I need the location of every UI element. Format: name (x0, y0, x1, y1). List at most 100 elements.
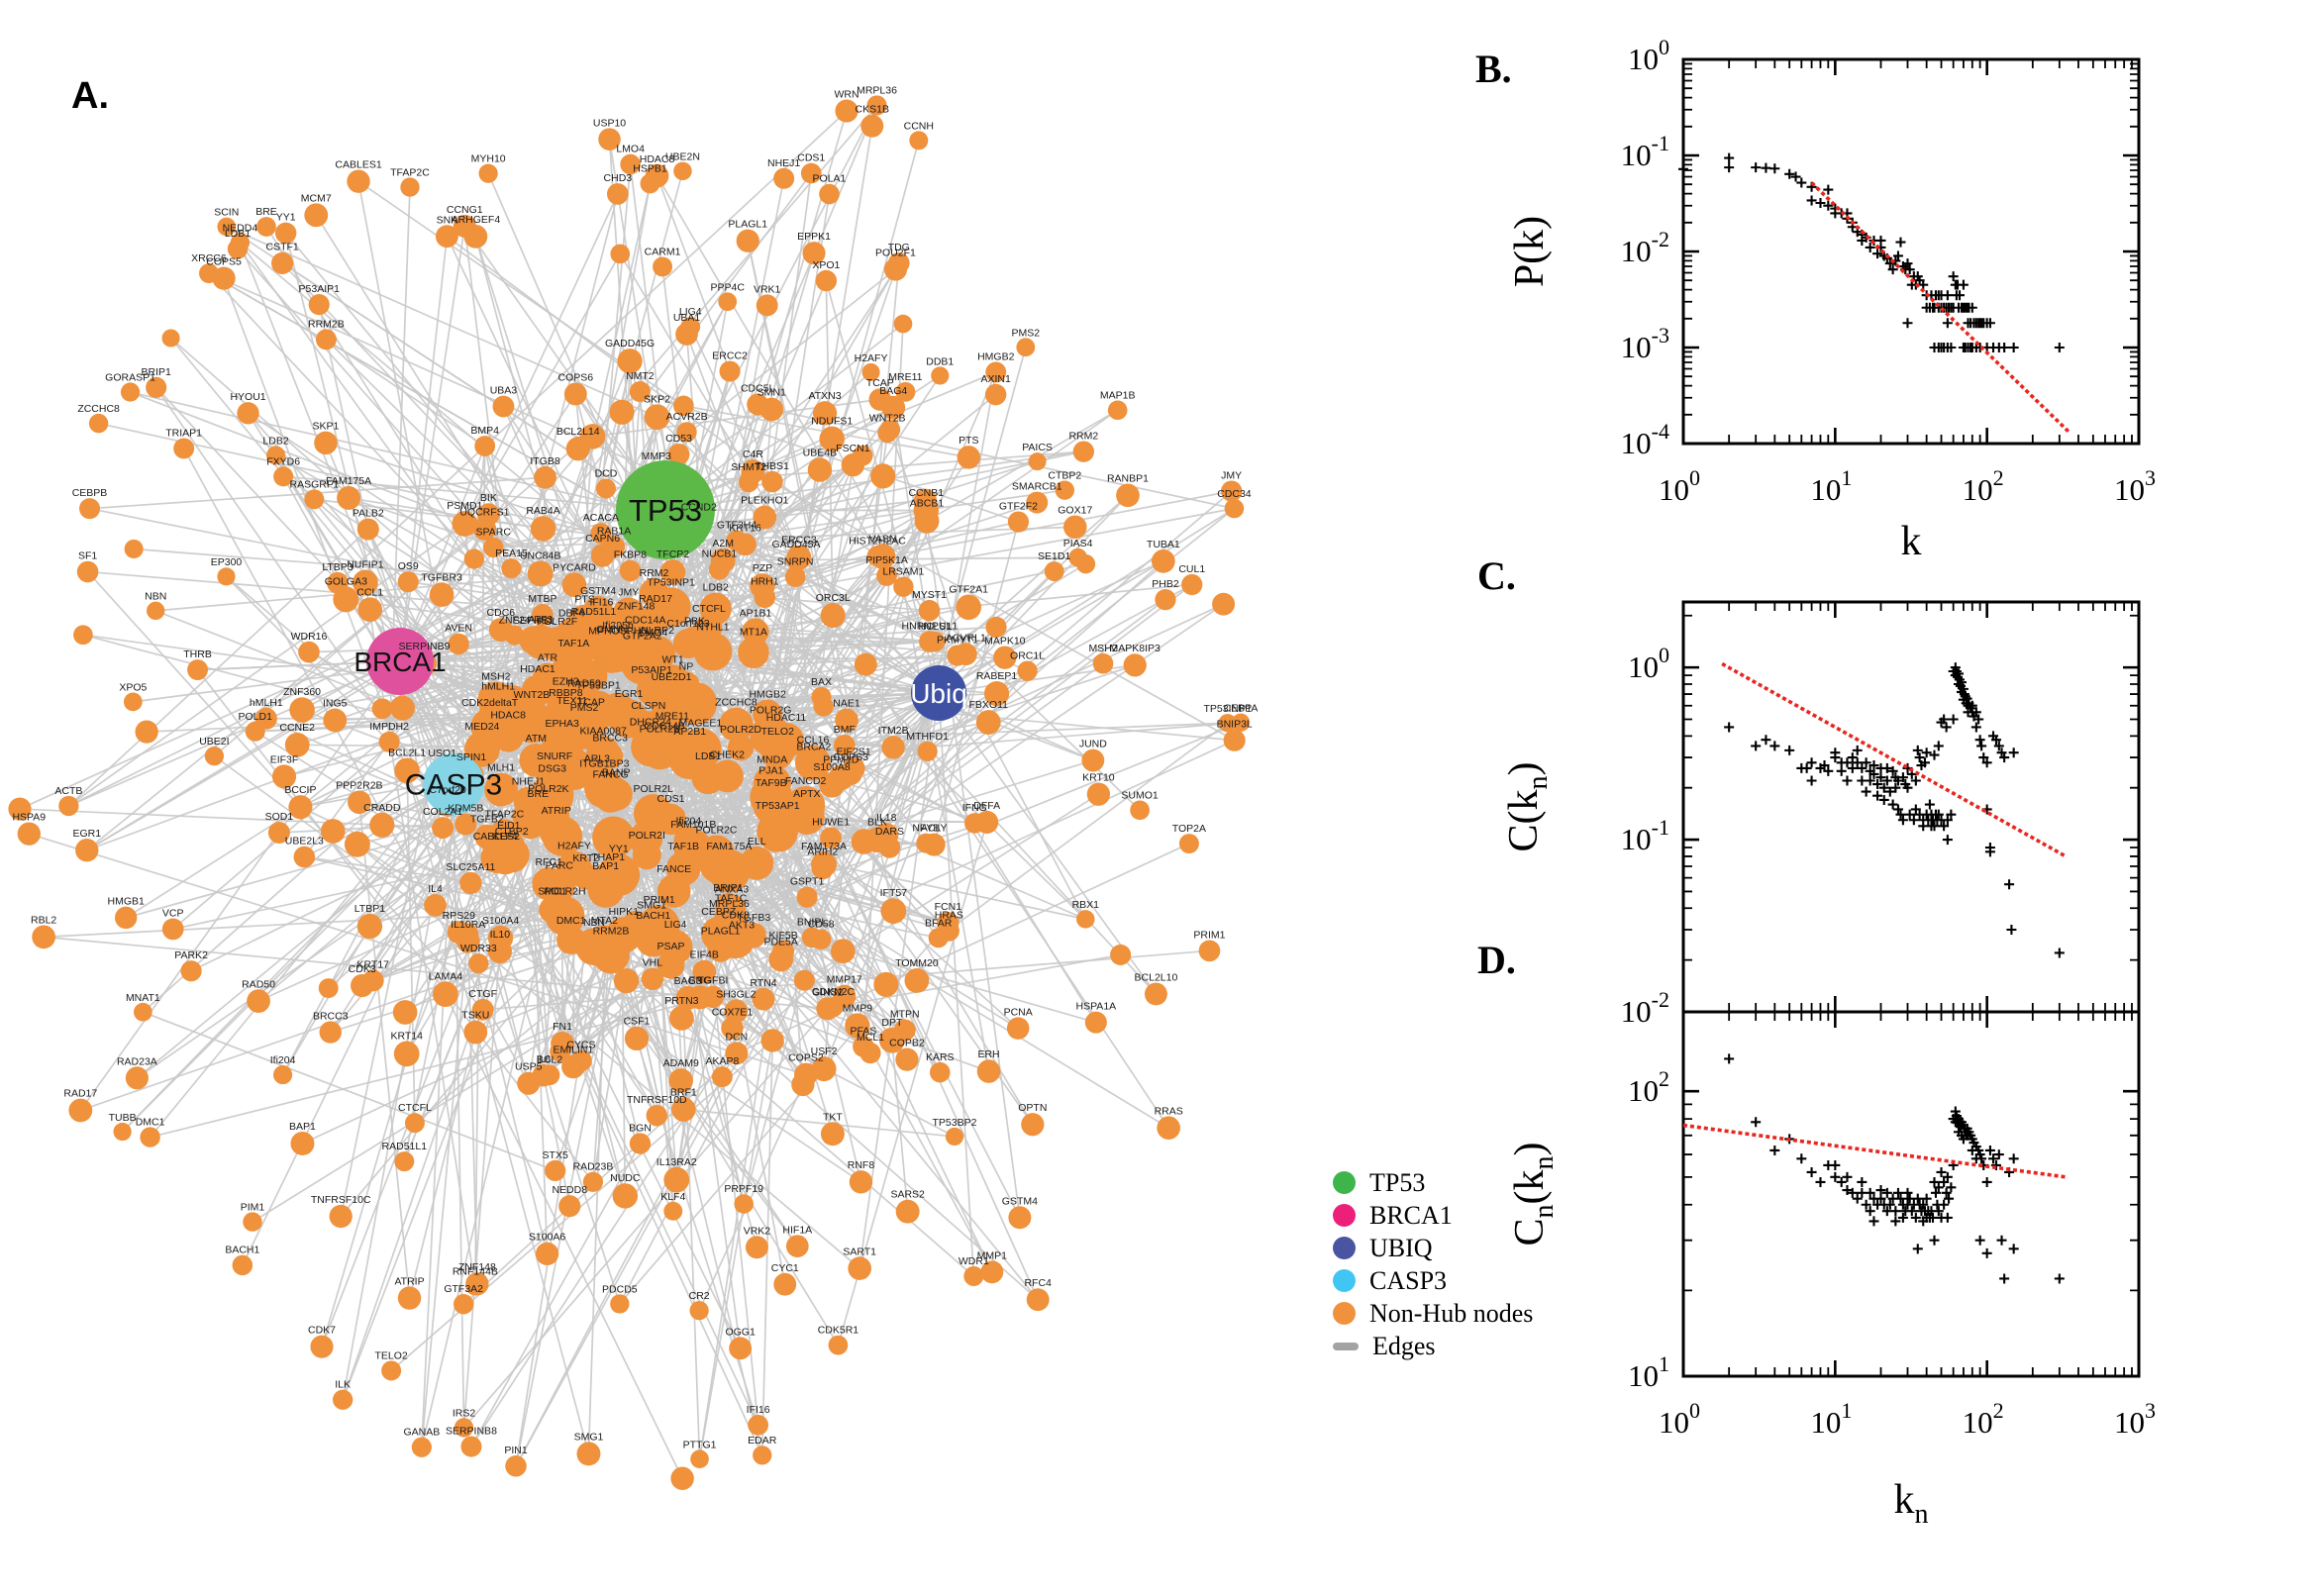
tick-label: 101 (1810, 1398, 1852, 1440)
non-hub-node (1072, 441, 1095, 462)
gene-label: NLRP2 (641, 625, 674, 637)
non-hub-node (673, 395, 694, 417)
non-hub-node (725, 1042, 749, 1065)
gene-label: AKAP8 (705, 1055, 739, 1067)
non-hub-node (429, 582, 454, 607)
non-hub-node (819, 183, 840, 205)
gene-label: BCL2L10 (1135, 972, 1178, 984)
non-hub-node (593, 861, 624, 892)
non-hub-node (1231, 713, 1251, 732)
gene-label: SARS2 (890, 1189, 925, 1201)
gene-label: MRPL36 (857, 84, 897, 96)
panel-d-plot: 100 101 102 103 102 101 kn Cn(kn) (1507, 1010, 2156, 1530)
network-edge (938, 560, 1164, 694)
gene-label: CCNH (904, 120, 934, 132)
gene-label: NP (679, 660, 694, 672)
gene-label: PTS (574, 594, 594, 606)
gene-label: MTHFD1 (906, 731, 949, 743)
minor-ticks (1683, 59, 2139, 444)
non-hub-node (745, 1236, 768, 1259)
gene-label: PIP5K1A (865, 554, 908, 566)
network-edge (453, 783, 759, 1426)
non-hub-node (535, 1242, 559, 1265)
legend-item-non-hub-nodes: Non-Hub nodes (1333, 1297, 1533, 1330)
network-edge (406, 769, 590, 1454)
gene-label: RBBP8 (549, 687, 583, 699)
gene-label: VRK1 (754, 283, 781, 295)
gene-label: AP1B1 (740, 607, 772, 619)
hub-node-brca1 (366, 628, 434, 695)
non-hub-node (556, 705, 587, 736)
gene-label: hMLH1 (481, 680, 515, 692)
non-hub-node (609, 399, 635, 425)
non-hub-node (931, 366, 950, 385)
non-hub-node (1044, 561, 1064, 581)
gene-label: TP53INP1 (647, 576, 695, 588)
non-hub-node (820, 603, 846, 629)
network-edge (453, 446, 486, 785)
tick-label: 103 (2114, 465, 2156, 507)
gene-label: HNRNPUL1 (902, 620, 959, 632)
network-edge (223, 277, 480, 964)
gene-label: SLC25A11 (446, 861, 495, 873)
non-hub-node (32, 925, 55, 949)
gene-label: PKMYT1 (937, 634, 978, 646)
gene-label: MMP17 (827, 974, 862, 986)
network-edge (226, 226, 940, 694)
non-hub-node (298, 641, 320, 663)
network-edge (239, 242, 454, 785)
gene-label: MRE11 (888, 371, 922, 383)
non-hub-node (592, 816, 635, 859)
non-hub-node (474, 436, 496, 456)
gene-label: GADD45G (605, 338, 655, 349)
gene-label: HMGB1 (108, 896, 146, 908)
gene-label: IL18 (876, 812, 897, 824)
gene-label: GSTM4 (580, 585, 616, 597)
gene-label: YY1 (609, 843, 629, 854)
gene-label: RRM2B (593, 926, 630, 938)
network-edge (282, 475, 454, 785)
gene-label: GORASP1 (105, 371, 155, 383)
non-hub-node (187, 659, 209, 681)
non-hub-node (668, 1068, 693, 1093)
gene-label: CSTF1 (265, 242, 298, 253)
gene-label: GOX17 (1058, 505, 1092, 517)
non-hub-node (869, 544, 896, 569)
non-hub-node (708, 558, 730, 580)
network-edge (543, 748, 702, 1076)
gene-label: IL4 (428, 883, 443, 895)
non-hub-node (985, 616, 1007, 638)
non-hub-node (670, 1466, 694, 1490)
non-hub-node (454, 1294, 474, 1315)
non-hub-node (914, 488, 937, 512)
non-hub-node (369, 812, 395, 838)
non-hub-node (679, 728, 722, 770)
gene-label: BACH1 (225, 1245, 259, 1256)
non-hub-node (315, 329, 337, 350)
gene-label: RRAS (1155, 1105, 1183, 1117)
gene-label: Ifi204 (270, 1054, 296, 1066)
network-edge (196, 669, 594, 1183)
non-hub-node (671, 1097, 696, 1122)
non-hub-node (424, 893, 447, 917)
non-hub-node (393, 1041, 420, 1067)
non-hub-node (310, 1335, 334, 1358)
tick-label: 10-1 (1621, 131, 1669, 172)
non-hub-node (394, 1151, 415, 1172)
gene-label: MYH10 (471, 153, 506, 165)
non-hub-node (581, 690, 616, 726)
non-hub-node (860, 114, 884, 138)
gene-label: LMO4 (616, 144, 645, 155)
network-edge (265, 226, 475, 559)
non-hub-node (993, 646, 1017, 669)
gene-label: ANXA3 (715, 883, 750, 895)
network-edge (197, 660, 401, 671)
non-hub-node (1224, 498, 1245, 519)
non-hub-node (729, 1337, 753, 1360)
gene-label: POLR2C (695, 824, 737, 836)
gene-label: CCNG1 (447, 204, 483, 216)
non-hub-node (753, 1446, 772, 1465)
gene-label: TEX11 (556, 695, 587, 707)
gene-label: PPP4C (711, 281, 746, 293)
legend-label: CASP3 (1369, 1265, 1448, 1295)
